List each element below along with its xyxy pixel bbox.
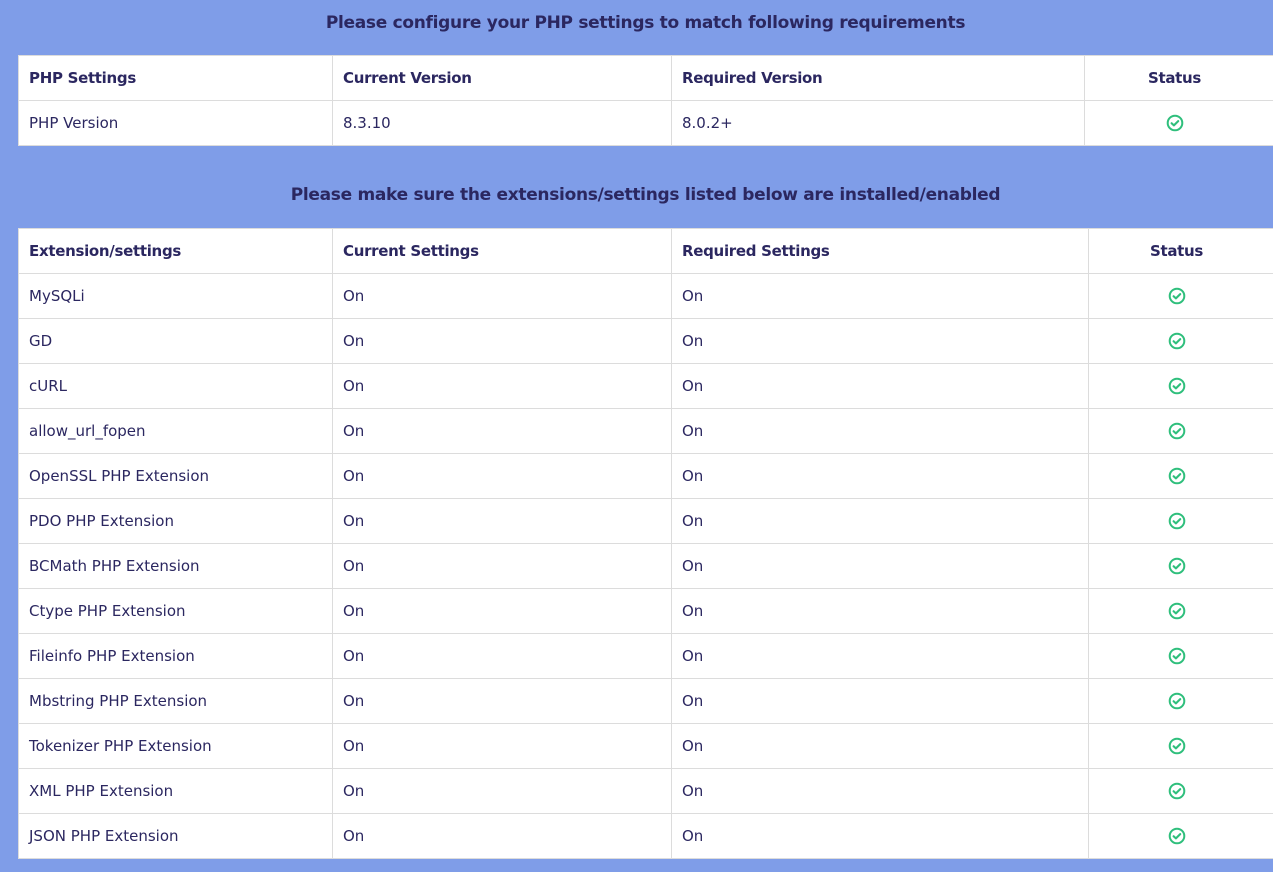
cell-status (1088, 498, 1273, 544)
cell-name: PDO PHP Extension (18, 498, 333, 544)
cell-name: MySQLi (18, 273, 333, 319)
cell-required: On (671, 588, 1089, 634)
check-circle-icon (1168, 782, 1186, 800)
table-row: cURL On On (18, 363, 1273, 409)
check-circle-icon (1168, 512, 1186, 530)
header-status: Status (1084, 55, 1273, 101)
cell-current: On (332, 273, 672, 319)
cell-status (1088, 633, 1273, 679)
cell-current: On (332, 453, 672, 499)
table-row: MySQLi On On (18, 273, 1273, 319)
table-row: allow_url_fopen On On (18, 408, 1273, 454)
cell-required: On (671, 453, 1089, 499)
cell-current: On (332, 408, 672, 454)
cell-status (1088, 813, 1273, 859)
table-row: Tokenizer PHP Extension On On (18, 723, 1273, 769)
check-circle-icon (1168, 377, 1186, 395)
table-row: Fileinfo PHP Extension On On (18, 633, 1273, 679)
cell-current: On (332, 498, 672, 544)
check-circle-icon (1168, 467, 1186, 485)
header-status: Status (1088, 228, 1273, 274)
table-row: PHP Version 8.3.10 8.0.2+ (18, 100, 1273, 146)
header-extension-settings: Extension/settings (18, 228, 333, 274)
cell-name: JSON PHP Extension (18, 813, 333, 859)
cell-current: On (332, 813, 672, 859)
cell-current: On (332, 363, 672, 409)
check-circle-icon (1168, 287, 1186, 305)
table-row: JSON PHP Extension On On (18, 813, 1273, 859)
header-php-settings: PHP Settings (18, 55, 333, 101)
cell-name: Mbstring PHP Extension (18, 678, 333, 724)
cell-current: On (332, 678, 672, 724)
cell-current: On (332, 543, 672, 589)
cell-required: On (671, 813, 1089, 859)
php-settings-table: PHP Settings Current Version Required Ve… (18, 55, 1273, 146)
cell-status (1088, 768, 1273, 814)
cell-status (1088, 723, 1273, 769)
cell-name: GD (18, 318, 333, 364)
table-row: OpenSSL PHP Extension On On (18, 453, 1273, 499)
check-circle-icon (1168, 827, 1186, 845)
cell-status (1088, 363, 1273, 409)
header-current-version: Current Version (332, 55, 672, 101)
header-required-version: Required Version (671, 55, 1085, 101)
cell-required: On (671, 363, 1089, 409)
cell-required: On (671, 408, 1089, 454)
cell-status (1084, 100, 1273, 146)
table-header-row: Extension/settings Current Settings Requ… (18, 228, 1273, 274)
cell-current: 8.3.10 (332, 100, 672, 146)
cell-current: On (332, 768, 672, 814)
header-current-settings: Current Settings (332, 228, 672, 274)
extensions-title: Please make sure the extensions/settings… (290, 185, 1001, 205)
cell-required: 8.0.2+ (671, 100, 1085, 146)
extensions-table: Extension/settings Current Settings Requ… (18, 228, 1273, 859)
check-circle-icon (1168, 602, 1186, 620)
cell-status (1088, 318, 1273, 364)
cell-required: On (671, 543, 1089, 589)
cell-required: On (671, 633, 1089, 679)
table-row: Mbstring PHP Extension On On (18, 678, 1273, 724)
table-row: Ctype PHP Extension On On (18, 588, 1273, 634)
cell-name: Fileinfo PHP Extension (18, 633, 333, 679)
cell-current: On (332, 723, 672, 769)
cell-name: Ctype PHP Extension (18, 588, 333, 634)
check-circle-icon (1168, 422, 1186, 440)
cell-required: On (671, 318, 1089, 364)
cell-status (1088, 273, 1273, 319)
check-circle-icon (1168, 557, 1186, 575)
table-row: PDO PHP Extension On On (18, 498, 1273, 544)
cell-name: XML PHP Extension (18, 768, 333, 814)
cell-name: allow_url_fopen (18, 408, 333, 454)
table-row: GD On On (18, 318, 1273, 364)
cell-name: BCMath PHP Extension (18, 543, 333, 589)
cell-name: PHP Version (18, 100, 333, 146)
cell-required: On (671, 273, 1089, 319)
cell-required: On (671, 723, 1089, 769)
table-header-row: PHP Settings Current Version Required Ve… (18, 55, 1273, 101)
cell-status (1088, 678, 1273, 724)
check-circle-icon (1166, 114, 1184, 132)
cell-status (1088, 543, 1273, 589)
cell-required: On (671, 498, 1089, 544)
check-circle-icon (1168, 737, 1186, 755)
cell-status (1088, 588, 1273, 634)
header-required-settings: Required Settings (671, 228, 1089, 274)
cell-name: cURL (18, 363, 333, 409)
table-row: BCMath PHP Extension On On (18, 543, 1273, 589)
cell-name: Tokenizer PHP Extension (18, 723, 333, 769)
cell-name: OpenSSL PHP Extension (18, 453, 333, 499)
cell-status (1088, 408, 1273, 454)
cell-current: On (332, 588, 672, 634)
check-circle-icon (1168, 332, 1186, 350)
cell-required: On (671, 768, 1089, 814)
table-row: XML PHP Extension On On (18, 768, 1273, 814)
cell-required: On (671, 678, 1089, 724)
cell-current: On (332, 633, 672, 679)
cell-current: On (332, 318, 672, 364)
check-circle-icon (1168, 692, 1186, 710)
cell-status (1088, 453, 1273, 499)
php-settings-title: Please configure your PHP settings to ma… (325, 13, 966, 33)
check-circle-icon (1168, 647, 1186, 665)
